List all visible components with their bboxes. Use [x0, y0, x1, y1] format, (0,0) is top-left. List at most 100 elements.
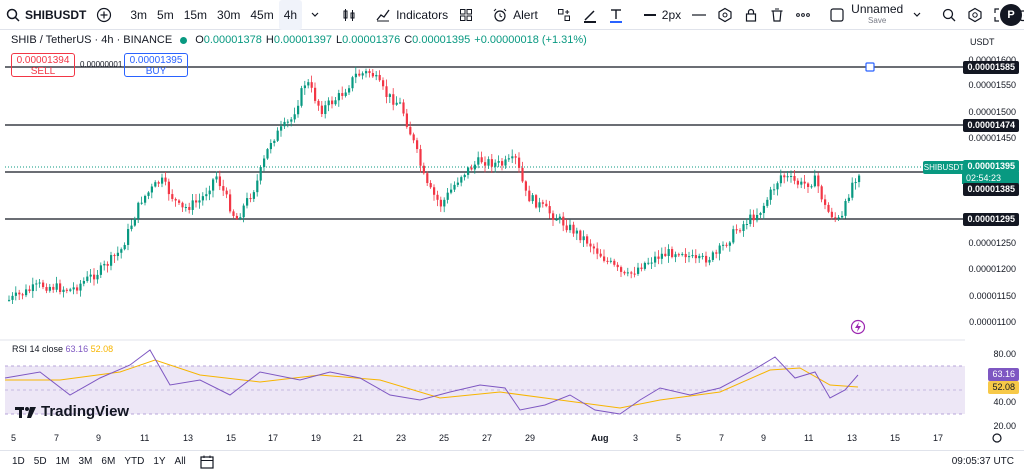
- range-all[interactable]: All: [174, 456, 186, 467]
- candle-body: [514, 156, 517, 158]
- level-tag[interactable]: 0.00001385: [963, 183, 1019, 196]
- candle-body: [368, 71, 371, 74]
- more-button[interactable]: [790, 0, 816, 30]
- time-axis-label: 11: [140, 433, 150, 443]
- candle-body: [633, 273, 636, 275]
- line-style-button[interactable]: [686, 0, 712, 30]
- chart-type-button[interactable]: [336, 0, 362, 30]
- event-icon[interactable]: [850, 319, 866, 335]
- candle-body: [324, 105, 327, 115]
- legend-close: 0.00001395: [412, 34, 471, 46]
- candle-body: [419, 149, 422, 166]
- compare-button[interactable]: [91, 0, 117, 30]
- range-3m[interactable]: 3M: [78, 456, 93, 467]
- tradingview-logo[interactable]: TradingView: [15, 403, 129, 420]
- candle-body: [422, 165, 425, 174]
- group-icon: [556, 7, 572, 23]
- range-6m[interactable]: 6M: [101, 456, 116, 467]
- timeframe-15m[interactable]: 15m: [183, 7, 208, 22]
- chart-settings-button[interactable]: [962, 0, 988, 30]
- timeframe-dropdown[interactable]: [302, 0, 328, 30]
- level-tag[interactable]: 0.00001474: [963, 119, 1019, 132]
- lightning-icon: [855, 322, 861, 332]
- rsi-ma-tag: 52.08: [988, 381, 1019, 394]
- candle-body: [116, 252, 119, 257]
- delete-button[interactable]: [764, 0, 790, 30]
- level-tag[interactable]: 0.00001295: [963, 213, 1019, 226]
- time-axis-label: 13: [183, 433, 194, 443]
- range-1y[interactable]: 1Y: [153, 456, 166, 467]
- level-handle[interactable]: [865, 62, 875, 72]
- candle-body: [487, 159, 490, 166]
- candle-body: [701, 255, 704, 257]
- axis-settings-icon[interactable]: [992, 433, 1002, 443]
- candle-body: [290, 119, 293, 122]
- sell-button[interactable]: 0.00001394 SELL: [11, 53, 75, 77]
- quick-search-button[interactable]: [936, 0, 962, 30]
- candle-body: [18, 292, 21, 295]
- range-1m[interactable]: 1M: [55, 456, 70, 467]
- candle-body: [575, 230, 578, 234]
- candle-body: [232, 211, 235, 216]
- price-tick: 0.00001100: [969, 317, 1016, 327]
- candle-body: [650, 262, 653, 264]
- bar-countdown: 02:54:23: [962, 172, 1019, 184]
- timeframe-30m[interactable]: 30m: [217, 7, 241, 22]
- candle-body: [93, 274, 96, 280]
- text-color-button[interactable]: [603, 0, 629, 30]
- currency-label[interactable]: USDT: [970, 37, 995, 47]
- time-axis-label: 17: [933, 433, 944, 443]
- candle-body: [708, 259, 711, 263]
- candle-body: [436, 194, 439, 200]
- range-5d[interactable]: 5D: [33, 456, 47, 467]
- candle-body: [154, 182, 157, 187]
- layout-button[interactable]: Unnamed Save: [824, 0, 908, 30]
- chevron-down-icon: [909, 7, 925, 23]
- alarm-clock-icon: [492, 7, 508, 23]
- candle-body: [225, 190, 228, 195]
- candle-body: [130, 225, 133, 230]
- timeframe-5m[interactable]: 5m: [157, 7, 174, 22]
- candle-body: [480, 157, 483, 163]
- candle-body: [164, 177, 167, 182]
- candle-body: [779, 175, 782, 184]
- tradingview-logo-icon: [15, 406, 36, 418]
- group-button[interactable]: [551, 0, 577, 30]
- alert-button[interactable]: Alert: [487, 0, 543, 30]
- candle-body: [86, 276, 89, 281]
- candle-body: [841, 215, 844, 218]
- candle-body: [844, 200, 847, 216]
- settings-button[interactable]: [712, 0, 738, 30]
- timeframe-4h[interactable]: 4h: [278, 0, 303, 30]
- brush-button[interactable]: [577, 0, 603, 30]
- calendar-icon[interactable]: [199, 454, 215, 470]
- lock-icon: [743, 7, 759, 23]
- layout-dropdown[interactable]: [904, 0, 930, 30]
- clock[interactable]: 09:05:37 UTC: [951, 456, 1014, 467]
- candle-body: [263, 158, 266, 168]
- avatar[interactable]: P: [1000, 4, 1022, 26]
- templates-button[interactable]: [453, 0, 479, 30]
- legend-low: 0.00001376: [342, 34, 401, 46]
- candle-body: [181, 202, 184, 208]
- candle-body: [446, 192, 449, 200]
- timeframe-3m[interactable]: 3m: [130, 7, 148, 22]
- range-ytd[interactable]: YTD: [124, 456, 145, 467]
- candle-body: [371, 73, 374, 77]
- candle-body: [817, 175, 820, 187]
- line-width-label: 2px: [661, 7, 682, 22]
- buy-button[interactable]: 0.00001395 BUY: [124, 53, 188, 77]
- candle-body: [535, 195, 538, 208]
- candle-body: [858, 175, 861, 183]
- grid-icon: [458, 7, 474, 23]
- range-1d[interactable]: 1D: [12, 456, 25, 467]
- candle-body: [79, 283, 82, 291]
- symbol-search[interactable]: SHIBUSDT: [0, 0, 91, 30]
- indicators-button[interactable]: Indicators: [370, 0, 453, 30]
- lock-button[interactable]: [738, 0, 764, 30]
- rsi-legend[interactable]: RSI 14 close 63.16 52.08: [12, 344, 113, 354]
- line-width-button[interactable]: 2px: [637, 0, 686, 30]
- timeframe-45m[interactable]: 45m: [250, 7, 274, 22]
- level-tag[interactable]: 0.00001585: [963, 61, 1019, 74]
